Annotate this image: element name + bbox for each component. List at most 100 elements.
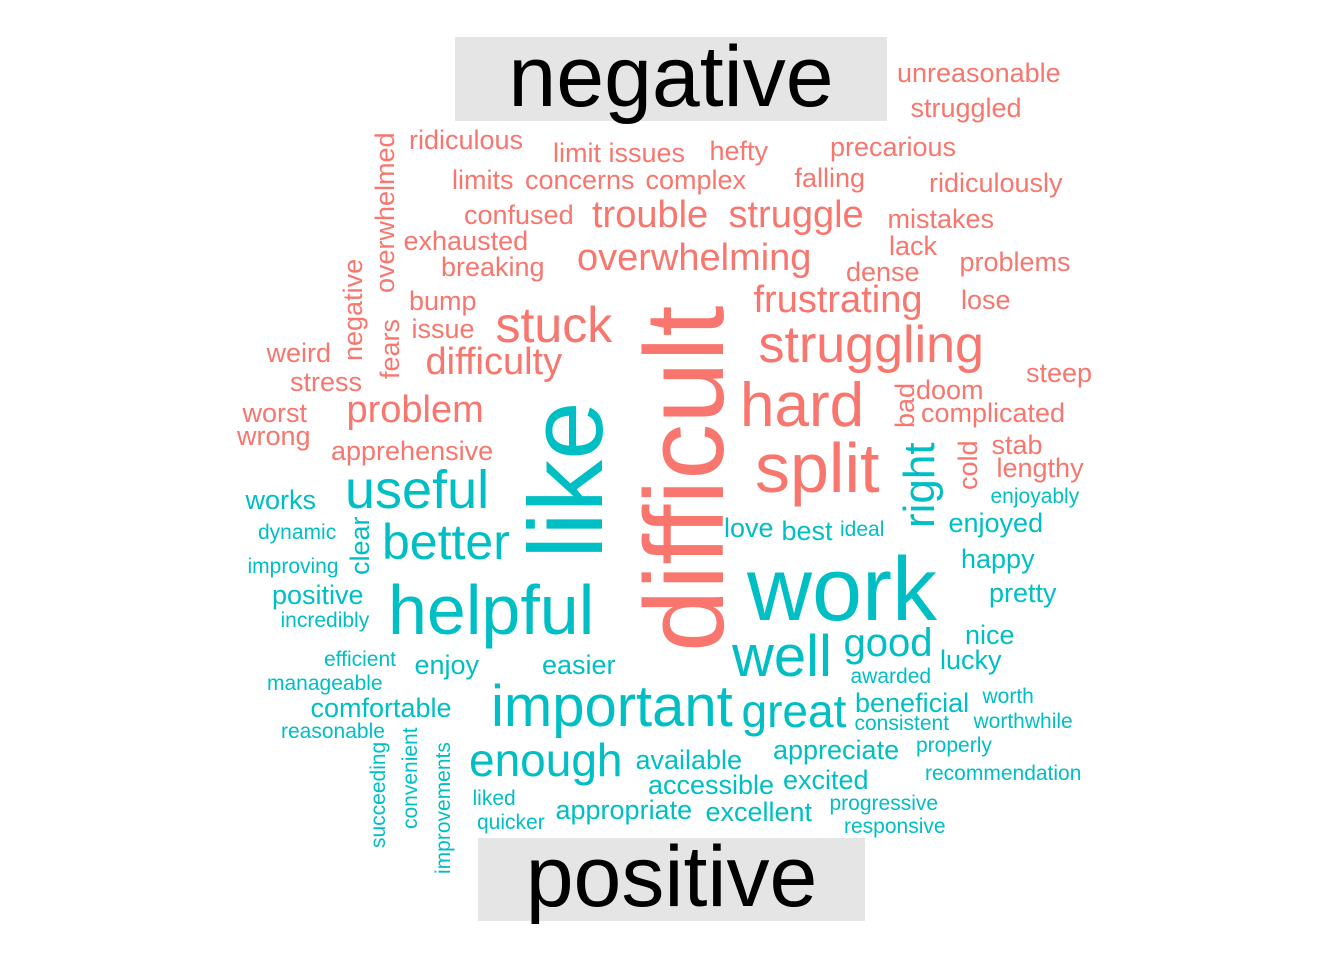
word-negative: lack: [889, 230, 938, 261]
word-positive: quicker: [477, 810, 545, 834]
word-positive: awarded: [850, 664, 932, 688]
word-positive: convenient: [398, 727, 422, 829]
word-positive: enough: [469, 734, 623, 786]
word-positive: lucky: [940, 644, 1002, 675]
word-positive: work: [747, 540, 938, 640]
word-positive: comfortable: [310, 692, 452, 723]
word-positive: manageable: [267, 671, 383, 695]
word-positive: appreciate: [773, 734, 900, 765]
word-positive: helpful: [388, 571, 595, 649]
word-negative: problem: [346, 389, 484, 431]
word-positive: pretty: [989, 577, 1057, 608]
word-positive: easier: [542, 649, 616, 680]
word-positive: accessible: [648, 769, 775, 800]
word-negative: struggled: [910, 92, 1022, 123]
word-negative: lengthy: [996, 452, 1084, 483]
word-negative: fears: [374, 318, 405, 379]
word-negative: complex: [645, 164, 747, 195]
word-positive: progressive: [829, 791, 939, 815]
word-positive: better: [382, 514, 510, 570]
word-negative: difficult: [622, 304, 747, 652]
word-negative: confused: [464, 199, 574, 230]
word-positive: appropriate: [555, 794, 693, 825]
word-negative: struggling: [758, 316, 984, 374]
group-label-negative: negative: [455, 34, 887, 121]
word-negative: cold: [952, 440, 983, 490]
word-positive: positive: [272, 579, 364, 610]
word-positive: excellent: [705, 796, 813, 827]
word-positive: available: [635, 744, 743, 775]
word-negative: doom: [916, 374, 984, 405]
word-positive: responsive: [844, 814, 946, 838]
word-negative: hefty: [709, 135, 769, 166]
word-negative: stress: [290, 366, 363, 397]
word-negative: struggle: [728, 194, 864, 236]
word-positive: incredibly: [280, 608, 370, 632]
word-negative: problems: [959, 246, 1071, 277]
word-negative: steep: [1026, 357, 1093, 388]
word-positive: efficient: [324, 647, 396, 671]
word-positive: right: [895, 442, 944, 528]
word-positive: well: [732, 624, 832, 689]
word-positive: nice: [965, 619, 1015, 650]
word-positive: excited: [783, 764, 869, 795]
word-positive: works: [245, 484, 317, 515]
word-positive: enjoy: [414, 649, 480, 680]
word-negative: issue: [411, 313, 475, 344]
word-positive: reasonable: [281, 719, 385, 743]
word-positive: enjoyed: [948, 507, 1044, 538]
word-positive: beneficial: [855, 687, 970, 718]
word-negative: breaking: [441, 251, 545, 282]
word-positive: happy: [961, 543, 1035, 574]
word-positive: great: [741, 685, 847, 737]
word-negative: exhausted: [403, 225, 529, 256]
word-negative: precarious: [830, 131, 957, 162]
word-negative: unreasonable: [897, 57, 1061, 88]
word-negative: weird: [266, 337, 332, 368]
word-positive: love: [724, 512, 774, 543]
word-negative: stuck: [495, 297, 613, 353]
word-positive: improvements: [431, 742, 455, 874]
word-negative: mistakes: [887, 203, 995, 234]
word-positive: dynamic: [258, 520, 337, 544]
word-positive: clear: [344, 515, 375, 575]
word-negative: difficulty: [425, 341, 563, 383]
word-negative: concerns: [525, 164, 635, 195]
word-negative: limits: [452, 164, 514, 195]
word-positive: worth: [982, 684, 1034, 708]
word-negative: ridiculous: [409, 124, 524, 155]
word-positive: enjoyably: [990, 484, 1080, 508]
group-label-positive: positive: [478, 834, 865, 921]
word-negative: dense: [846, 256, 920, 287]
word-negative: apprehensive: [331, 435, 494, 466]
word-positive: best: [781, 515, 833, 546]
word-negative: ridiculously: [929, 167, 1063, 198]
word-negative: frustrating: [753, 279, 923, 321]
word-positive: succeeding: [366, 741, 390, 848]
word-negative: bump: [409, 285, 477, 316]
word-positive: recommendation: [925, 761, 1082, 785]
word-positive: worthwhile: [973, 709, 1073, 733]
word-negative: negative: [337, 258, 368, 361]
word-positive: ideal: [840, 517, 885, 541]
word-negative: stab: [991, 429, 1043, 460]
word-positive: important: [491, 674, 733, 739]
word-negative: overwhelmed: [369, 131, 400, 293]
word-positive: good: [843, 621, 933, 665]
word-positive: properly: [916, 733, 992, 757]
word-positive: consistent: [854, 711, 950, 735]
word-negative: wrong: [237, 420, 311, 451]
word-negative: hard: [740, 371, 865, 440]
word-negative: complicated: [921, 397, 1066, 428]
word-negative: bad: [889, 382, 920, 428]
word-negative: trouble: [592, 194, 709, 236]
word-negative: falling: [794, 162, 866, 193]
word-negative: limit issues: [553, 137, 686, 168]
word-negative: overwhelming: [577, 237, 812, 279]
word-negative: split: [755, 429, 880, 507]
word-negative: worst: [242, 397, 308, 428]
word-positive: liked: [472, 786, 516, 810]
word-negative: lose: [961, 284, 1011, 315]
word-positive: useful: [345, 460, 490, 520]
